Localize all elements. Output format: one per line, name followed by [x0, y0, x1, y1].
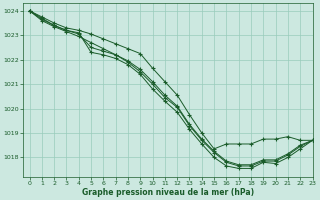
X-axis label: Graphe pression niveau de la mer (hPa): Graphe pression niveau de la mer (hPa) — [82, 188, 254, 197]
